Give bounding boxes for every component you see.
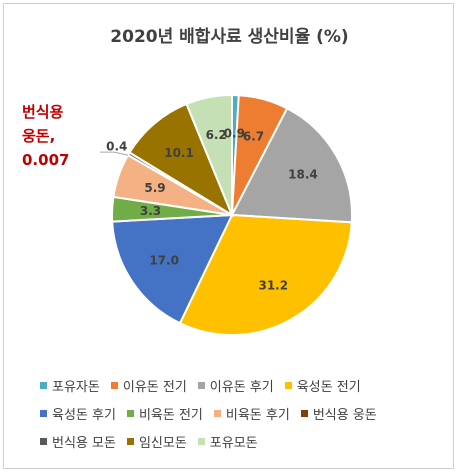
data-label-1: 6.7 [243,129,264,143]
legend-swatch-2 [197,382,205,389]
legend-label-1: 이유돈 전기 [122,380,187,395]
legend-swatch-7 [300,410,308,417]
data-label-5: 3.3 [140,204,161,218]
legend-swatch-3 [284,382,292,389]
legend-label-2: 이유돈 후기 [209,380,274,395]
legend-item-2: 이유돈 후기 [197,376,274,395]
pie-chart: 0.96.7 18.4 31.2 17.0 3.3 5.9 0.4 10.1 6.2 [100,93,353,336]
chart-title: 2020년 배합사료 생산비율 (%) [110,27,349,47]
pie-slice-10 [185,93,233,216]
legend-row-1: 육성돈 후기 비육돈 전기 비육돈 후기 번식용 웅돈 [40,404,430,423]
callout-label: 번식용 웅돈, 0.007 [22,100,102,172]
legend-label-5: 비육돈 전기 [138,408,203,423]
legend-label-6: 비육돈 후기 [225,408,290,423]
legend-item-7: 번식용 웅돈 [300,404,377,423]
legend-swatch-4 [40,410,47,417]
legend-item-0: 포유자돈 [40,376,100,395]
legend-label-3: 육성돈 전기 [296,380,361,395]
data-label-10: 6.2 [206,128,227,142]
pie-slice-2 [230,107,353,224]
data-label-2: 18.4 [288,168,318,182]
data-label-3: 31.2 [258,278,288,292]
pie-slice-9 [128,102,235,218]
data-label-6: 5.9 [144,181,165,195]
legend-row-2: 번식용 모돈 임신모돈 포유모돈 [40,432,430,451]
data-label-0: 0.9 [224,126,245,140]
legend-swatch-10 [197,438,205,445]
legend-row-0: 포유자돈 이유돈 전기 이유돈 후기 육성돈 전기 [40,376,430,395]
callout-leader-line [100,151,129,156]
callout-line-3: 0.007 [22,151,70,169]
legend-label-10: 포유모돈 [209,436,258,451]
legend-item-9: 임신모돈 [126,432,187,451]
legend-item-4: 육성돈 후기 [40,404,116,423]
legend-swatch-5 [126,410,134,417]
legend-item-5: 비육돈 전기 [126,404,203,423]
legend-item-6: 비육돈 후기 [213,404,290,423]
legend-item-8: 번식용 모돈 [40,432,116,451]
legend-label-7: 번식용 웅돈 [312,408,377,423]
pie-slice-3 [178,213,353,336]
data-label-4: 17.0 [149,253,179,267]
callout-line-2: 웅돈, [22,127,56,145]
legend-item-10: 포유모돈 [197,432,258,451]
legend-swatch-0 [40,382,47,389]
chart-frame: 2020년 배합사료 생산비율 (%) 0.9 6.7 18.4 31.2 17.0 3.… [3,3,454,469]
legend-swatch-8 [40,438,47,445]
legend-label-8: 번식용 모돈 [52,436,116,451]
data-label-8: 0.4 [106,140,127,154]
legend-label-4: 육성돈 후기 [52,408,116,423]
legend-swatch-6 [213,410,221,417]
legend-item-3: 육성돈 전기 [284,376,361,395]
pie-slice-4 [111,213,234,325]
legend-item-1: 이유돈 전기 [110,376,187,395]
data-label-9: 10.1 [164,146,194,160]
legend-label-9: 임신모돈 [138,436,187,451]
legend-label-0: 포유자돈 [52,380,100,395]
legend-swatch-1 [110,382,118,389]
legend-swatch-9 [126,438,134,445]
callout-line-1: 번식용 [22,103,64,121]
